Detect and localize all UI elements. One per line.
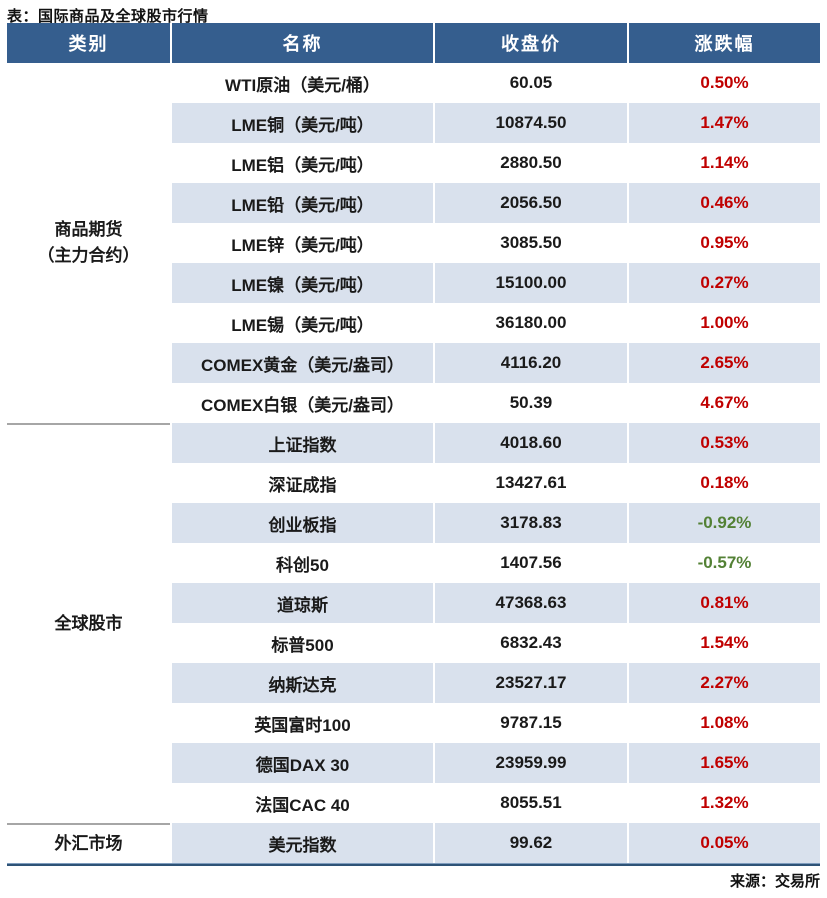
- change-percent-cell: 0.50%: [629, 63, 820, 103]
- category-label-line: 外汇市场: [54, 834, 123, 853]
- close-price-cell: 23959.99: [435, 743, 627, 783]
- change-percent-cell: 0.05%: [629, 823, 820, 863]
- name-cell: COMEX白银（美元/盎司）: [172, 383, 433, 423]
- close-price-cell: 36180.00: [435, 303, 627, 343]
- change-percent-cell: 1.65%: [629, 743, 820, 783]
- change-percent-cell: 2.27%: [629, 663, 820, 703]
- change-percent-cell: -0.57%: [629, 543, 820, 583]
- change-percent-cell: -0.92%: [629, 503, 820, 543]
- close-price-cell: 47368.63: [435, 583, 627, 623]
- close-price-cell: 1407.56: [435, 543, 627, 583]
- close-price-cell: 23527.17: [435, 663, 627, 703]
- change-percent-cell: 0.95%: [629, 223, 820, 263]
- close-price-cell: 50.39: [435, 383, 627, 423]
- category-label-line: 商品期货: [54, 220, 123, 239]
- name-cell: 德国DAX 30: [172, 743, 433, 783]
- close-price-cell: 13427.61: [435, 463, 627, 503]
- change-percent-cell: 1.54%: [629, 623, 820, 663]
- name-cell: 标普500: [172, 623, 433, 663]
- category-cell: 商品期货 （主力合约）: [7, 63, 170, 423]
- name-cell: 法国CAC 40: [172, 783, 433, 823]
- market-table: 类别 名称 收盘价 涨跌幅 商品期货 （主力合约） WTI原油（美元/桶） 60.05…: [7, 23, 820, 863]
- close-price-cell: 2056.50: [435, 183, 627, 223]
- name-cell: LME锌（美元/吨）: [172, 223, 433, 263]
- close-price-cell: 15100.00: [435, 263, 627, 303]
- name-cell: LME锡（美元/吨）: [172, 303, 433, 343]
- close-price-cell: 6832.43: [435, 623, 627, 663]
- close-price-cell: 99.62: [435, 823, 627, 863]
- change-percent-cell: 0.81%: [629, 583, 820, 623]
- change-percent-cell: 0.46%: [629, 183, 820, 223]
- close-price-cell: 2880.50: [435, 143, 627, 183]
- name-cell: 深证成指: [172, 463, 433, 503]
- change-percent-cell: 0.53%: [629, 423, 820, 463]
- header-name: 名称: [172, 23, 433, 63]
- source-note: 来源：交易所: [729, 873, 820, 890]
- close-price-cell: 3085.50: [435, 223, 627, 263]
- name-cell: 上证指数: [172, 423, 433, 463]
- table-bottom-border: [7, 863, 820, 866]
- close-price-cell: 10874.50: [435, 103, 627, 143]
- change-percent-cell: 1.47%: [629, 103, 820, 143]
- name-cell: 英国富时100: [172, 703, 433, 743]
- close-price-cell: 8055.51: [435, 783, 627, 823]
- change-percent-cell: 0.27%: [629, 263, 820, 303]
- close-price-cell: 9787.15: [435, 703, 627, 743]
- name-cell: 创业板指: [172, 503, 433, 543]
- category-label-line: （主力合约）: [37, 246, 140, 265]
- category-cell: 全球股市: [7, 423, 170, 823]
- name-cell: LME铝（美元/吨）: [172, 143, 433, 183]
- change-percent-cell: 4.67%: [629, 383, 820, 423]
- close-price-cell: 4018.60: [435, 423, 627, 463]
- change-percent-cell: 1.14%: [629, 143, 820, 183]
- change-percent-cell: 2.65%: [629, 343, 820, 383]
- close-price-cell: 60.05: [435, 63, 627, 103]
- category-cell: 外汇市场: [7, 823, 170, 863]
- category-label-line: 全球股市: [54, 614, 123, 633]
- name-cell: COMEX黄金（美元/盎司）: [172, 343, 433, 383]
- name-cell: LME镍（美元/吨）: [172, 263, 433, 303]
- name-cell: WTI原油（美元/桶）: [172, 63, 433, 103]
- header-change: 涨跌幅: [629, 23, 820, 63]
- name-cell: LME铅（美元/吨）: [172, 183, 433, 223]
- change-percent-cell: 1.08%: [629, 703, 820, 743]
- name-cell: 道琼斯: [172, 583, 433, 623]
- name-cell: 纳斯达克: [172, 663, 433, 703]
- table-title: 表：国际商品及全球股市行情: [7, 8, 209, 25]
- name-cell: 美元指数: [172, 823, 433, 863]
- close-price-cell: 4116.20: [435, 343, 627, 383]
- change-percent-cell: 0.18%: [629, 463, 820, 503]
- header-close: 收盘价: [435, 23, 627, 63]
- change-percent-cell: 1.32%: [629, 783, 820, 823]
- name-cell: 科创50: [172, 543, 433, 583]
- header-category: 类别: [7, 23, 170, 63]
- change-percent-cell: 1.00%: [629, 303, 820, 343]
- close-price-cell: 3178.83: [435, 503, 627, 543]
- name-cell: LME铜（美元/吨）: [172, 103, 433, 143]
